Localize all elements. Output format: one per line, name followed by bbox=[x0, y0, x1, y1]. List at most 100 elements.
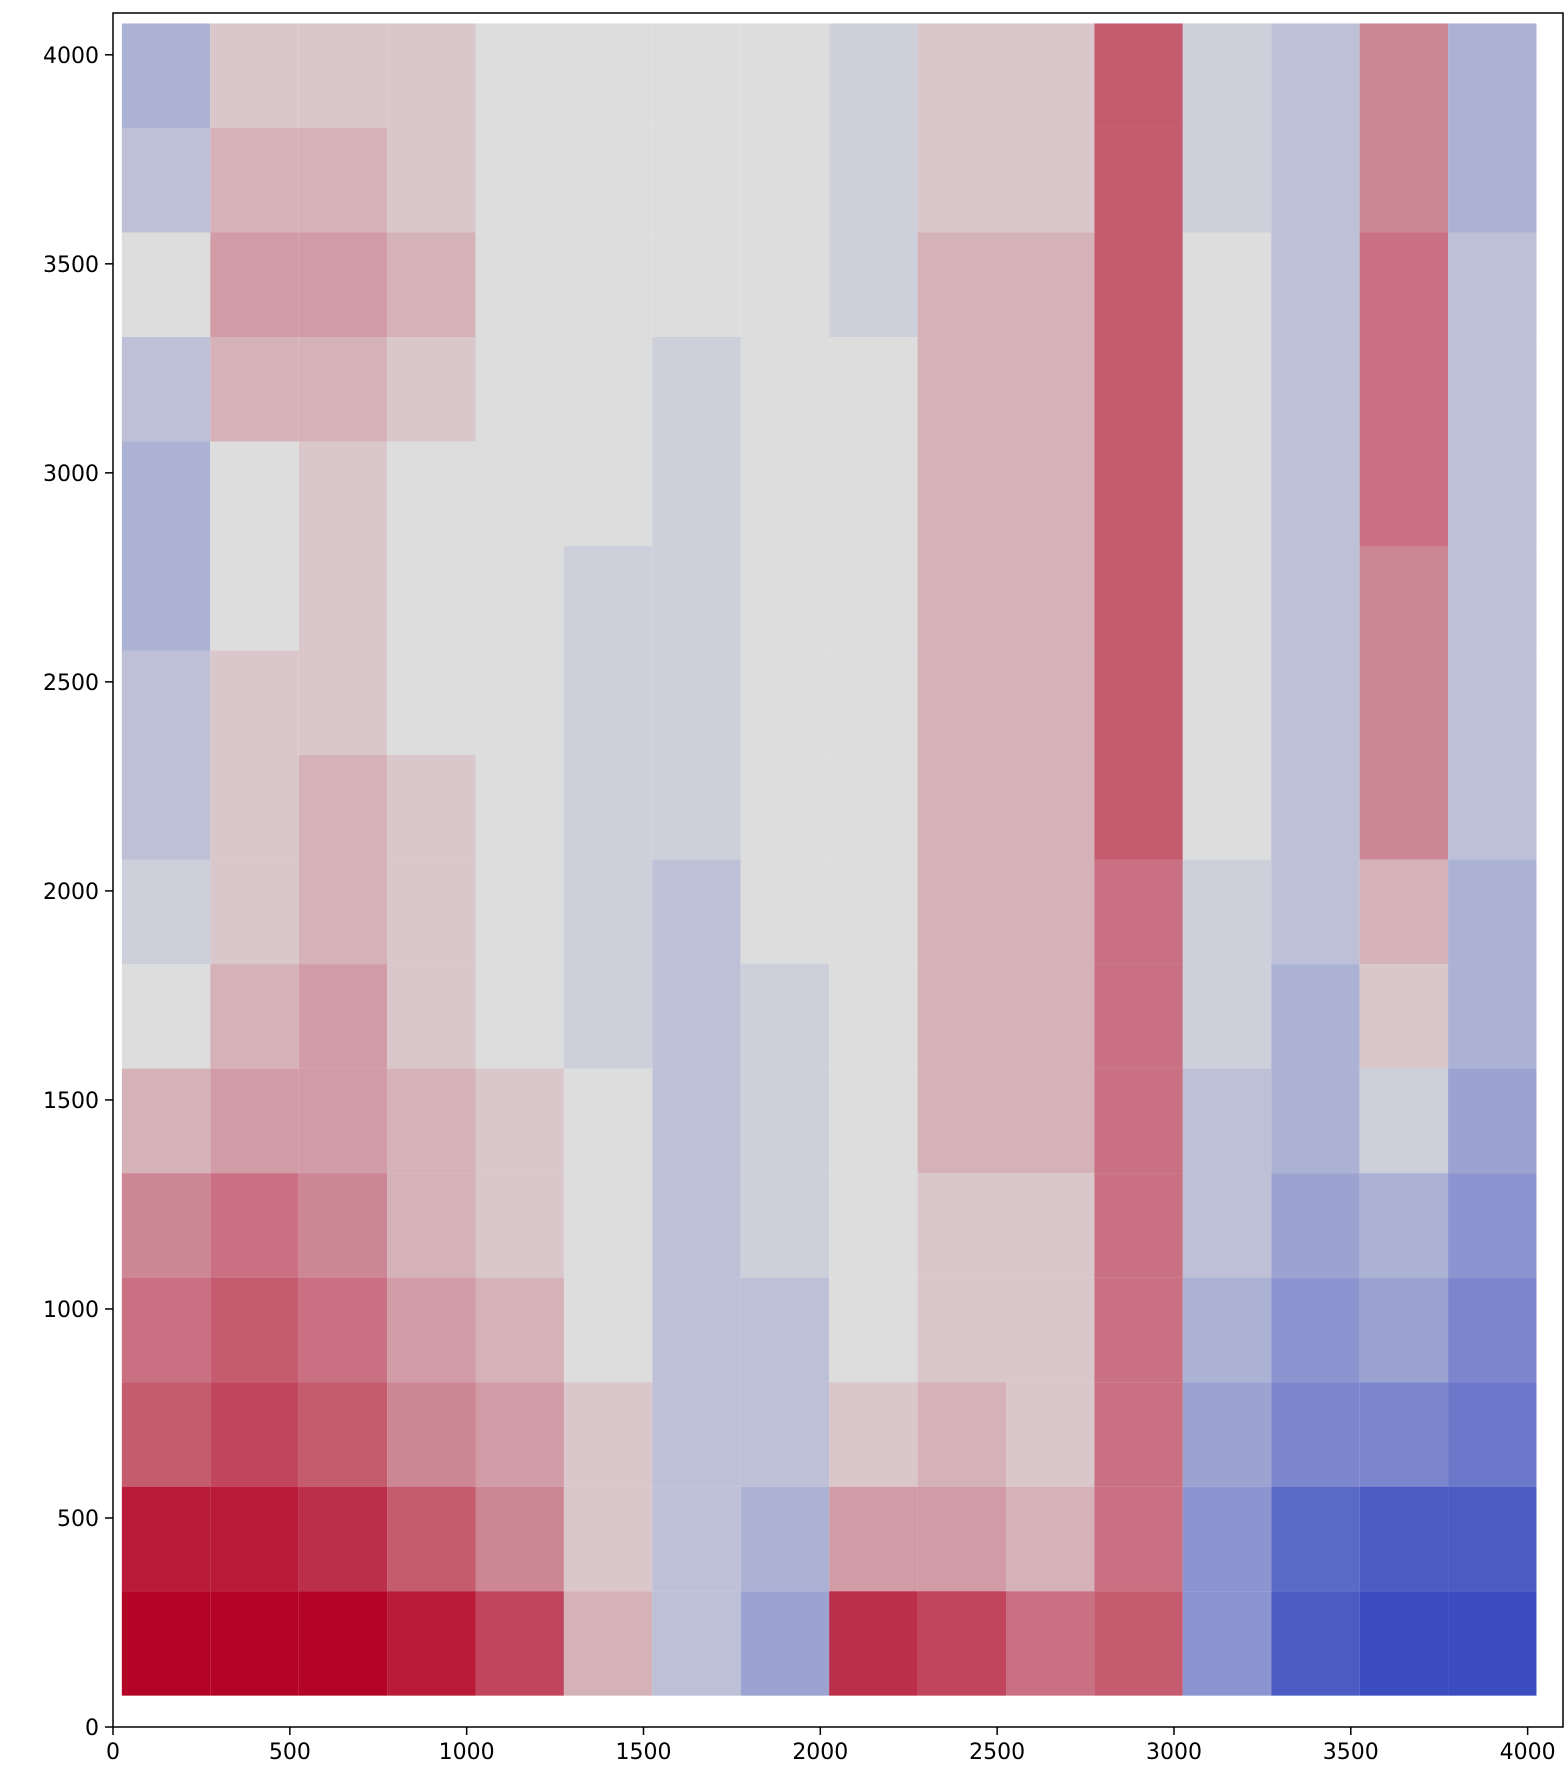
point bbox=[1005, 755, 1095, 860]
point bbox=[475, 859, 564, 965]
point bbox=[1005, 336, 1095, 442]
point bbox=[1094, 1486, 1183, 1592]
point bbox=[387, 441, 476, 547]
point bbox=[1271, 232, 1360, 337]
point bbox=[740, 1486, 830, 1592]
point bbox=[829, 441, 918, 547]
point bbox=[917, 1277, 1006, 1383]
point bbox=[563, 859, 653, 965]
point bbox=[917, 1068, 1006, 1174]
y-tick-label: 1500 bbox=[43, 1089, 99, 1114]
plot-frame bbox=[112, 12, 1564, 1728]
point bbox=[387, 1277, 476, 1383]
point bbox=[210, 441, 299, 547]
point bbox=[917, 755, 1006, 860]
point bbox=[917, 441, 1006, 547]
point bbox=[563, 441, 653, 547]
point bbox=[652, 232, 741, 337]
x-tick-label: 4000 bbox=[1500, 1740, 1556, 1765]
point bbox=[829, 650, 918, 756]
point bbox=[1271, 23, 1360, 128]
point bbox=[387, 23, 476, 128]
point bbox=[1005, 859, 1095, 965]
point bbox=[740, 1382, 830, 1487]
point bbox=[298, 755, 388, 860]
point bbox=[1271, 127, 1360, 233]
point bbox=[652, 964, 741, 1069]
point bbox=[121, 859, 211, 965]
point bbox=[1094, 859, 1183, 965]
point bbox=[1271, 650, 1360, 756]
point bbox=[652, 336, 741, 442]
point bbox=[1094, 650, 1183, 756]
point bbox=[387, 336, 476, 442]
point bbox=[1271, 1068, 1360, 1174]
point bbox=[121, 1068, 211, 1174]
point bbox=[210, 546, 299, 651]
point bbox=[1448, 755, 1537, 860]
point bbox=[1359, 1173, 1449, 1278]
point bbox=[563, 336, 653, 442]
point bbox=[563, 1382, 653, 1487]
point bbox=[740, 1068, 830, 1174]
point bbox=[475, 127, 564, 233]
point bbox=[1182, 1486, 1272, 1592]
x-tick-label: 3500 bbox=[1323, 1740, 1379, 1765]
point bbox=[475, 1382, 564, 1487]
point bbox=[1182, 232, 1272, 337]
point bbox=[1182, 441, 1272, 547]
point bbox=[121, 441, 211, 547]
point bbox=[121, 1591, 211, 1696]
point bbox=[475, 546, 564, 651]
y-tick-label: 3500 bbox=[43, 253, 99, 278]
point bbox=[917, 336, 1006, 442]
point bbox=[917, 546, 1006, 651]
point bbox=[387, 964, 476, 1069]
point bbox=[298, 336, 388, 442]
point bbox=[1094, 336, 1183, 442]
point bbox=[652, 650, 741, 756]
point bbox=[298, 232, 388, 337]
point bbox=[1182, 23, 1272, 128]
point bbox=[1094, 546, 1183, 651]
point bbox=[1005, 23, 1095, 128]
point bbox=[210, 1486, 299, 1592]
point bbox=[1448, 964, 1537, 1069]
point bbox=[387, 127, 476, 233]
point bbox=[1005, 1382, 1095, 1487]
point bbox=[917, 232, 1006, 337]
point bbox=[210, 650, 299, 756]
point bbox=[387, 232, 476, 337]
point bbox=[1182, 1173, 1272, 1278]
point bbox=[121, 650, 211, 756]
point bbox=[740, 1173, 830, 1278]
point bbox=[121, 1382, 211, 1487]
point bbox=[829, 232, 918, 337]
point bbox=[1005, 232, 1095, 337]
point bbox=[121, 1173, 211, 1278]
point bbox=[298, 964, 388, 1069]
point bbox=[210, 859, 299, 965]
point bbox=[298, 23, 388, 128]
x-tick-label: 500 bbox=[269, 1740, 311, 1765]
point bbox=[829, 1173, 918, 1278]
point bbox=[1448, 127, 1537, 233]
point bbox=[740, 755, 830, 860]
point bbox=[740, 546, 830, 651]
point bbox=[740, 232, 830, 337]
y-tick-label: 4000 bbox=[43, 44, 99, 69]
point bbox=[652, 859, 741, 965]
point bbox=[740, 1277, 830, 1383]
point bbox=[1094, 23, 1183, 128]
point bbox=[387, 1486, 476, 1592]
point bbox=[298, 650, 388, 756]
point bbox=[387, 1382, 476, 1487]
point bbox=[1448, 23, 1537, 128]
x-tick-label: 0 bbox=[106, 1740, 120, 1765]
point bbox=[210, 755, 299, 860]
point bbox=[1359, 232, 1449, 337]
y-tick-label: 2000 bbox=[43, 880, 99, 905]
point bbox=[1359, 859, 1449, 965]
x-tick-label: 1500 bbox=[615, 1740, 671, 1765]
point bbox=[1182, 964, 1272, 1069]
